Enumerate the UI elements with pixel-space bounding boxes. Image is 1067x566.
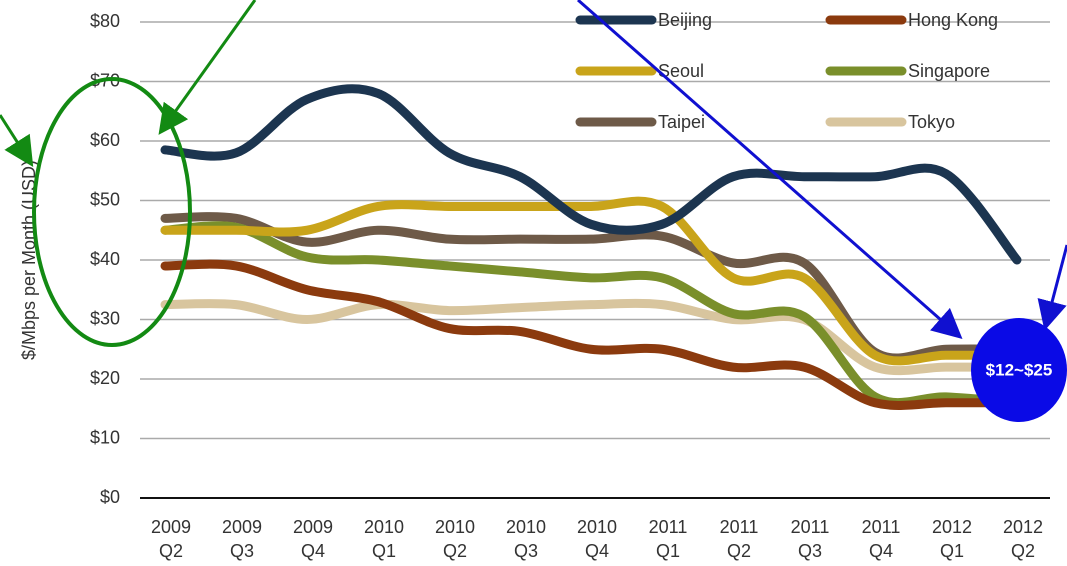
- green-arrow: [0, 114, 34, 168]
- x-tick-label: 2010 Q4: [576, 517, 618, 561]
- blue-arrow: [577, 0, 963, 339]
- series-line: [160, 298, 1022, 376]
- annotation-label: $12~$25: [986, 360, 1053, 379]
- highlight-circle: [971, 318, 1067, 422]
- series-line: [160, 84, 1022, 265]
- series-line: [160, 259, 1022, 410]
- series-line: [160, 221, 1022, 408]
- y-tick-label: $10: [90, 427, 120, 447]
- y-tick-label: $50: [90, 189, 120, 209]
- x-tick-label: 2010 Q3: [505, 517, 547, 561]
- legend-label: Seoul: [658, 61, 704, 81]
- legend-label: Hong Kong: [908, 10, 998, 30]
- y-tick-label: $30: [90, 308, 120, 328]
- y-tick-label: $0: [100, 487, 120, 507]
- x-tick-label: 2012 Q2: [1002, 517, 1044, 561]
- legend-label: Beijing: [658, 10, 712, 30]
- x-tick-label: 2009 Q2: [150, 517, 192, 561]
- x-tick-label: 2009 Q4: [292, 517, 334, 561]
- highlight-ellipse: [32, 77, 192, 347]
- x-tick-label: 2011 Q3: [790, 517, 830, 561]
- legend-label: Tokyo: [908, 112, 955, 132]
- x-tick-label: 2009 Q3: [221, 517, 263, 561]
- x-tick-label: 2012 Q1: [931, 517, 973, 561]
- x-tick-label: 2010 Q2: [434, 517, 476, 561]
- x-tick-label: 2011 Q1: [648, 517, 688, 561]
- y-tick-label: $40: [90, 249, 120, 269]
- x-tick-label: 2011 Q2: [719, 517, 759, 561]
- legend-label: Taipei: [658, 112, 705, 132]
- y-tick-label: $80: [90, 11, 120, 31]
- y-tick-label: $60: [90, 130, 120, 150]
- x-tick-label: 2010 Q1: [363, 517, 405, 561]
- legend-label: Singapore: [908, 61, 990, 81]
- x-tick-label: 2011 Q4: [861, 517, 901, 561]
- series-line: [160, 196, 1022, 366]
- blue-arrow: [1037, 244, 1067, 331]
- green-arrow: [158, 0, 257, 135]
- y-tick-label: $20: [90, 368, 120, 388]
